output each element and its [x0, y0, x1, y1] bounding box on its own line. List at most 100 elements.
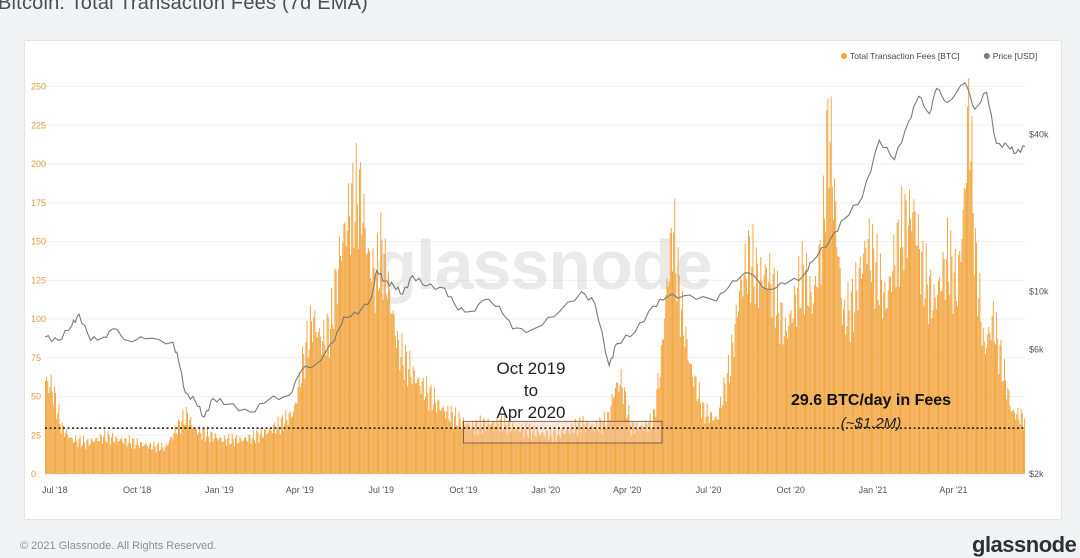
fee-bar	[68, 438, 70, 474]
fee-bar	[695, 376, 697, 474]
fee-bar	[77, 446, 79, 474]
fee-bar	[418, 377, 420, 474]
y-axis-left: 0 25 50 75 100 125 150 175 200 225 250	[31, 82, 46, 480]
fee-bar	[292, 416, 293, 474]
fee-bar	[260, 427, 262, 474]
fee-bar	[967, 106, 969, 474]
fee-bar	[763, 275, 765, 474]
fee-bar	[1019, 424, 1021, 474]
fee-bar	[501, 415, 502, 474]
fee-bar	[401, 332, 403, 474]
fee-bar	[932, 310, 934, 474]
fee-bar	[869, 270, 871, 474]
fee-bar	[802, 264, 804, 474]
fee-bar	[974, 228, 976, 474]
fee-bar	[676, 301, 678, 474]
fee-bar	[403, 379, 405, 474]
fee-bar	[238, 442, 240, 474]
fee-bar	[404, 344, 406, 474]
fee-bar	[180, 433, 182, 474]
fee-bar	[820, 284, 822, 474]
fee-bar	[723, 377, 725, 474]
fee-bar	[448, 419, 450, 474]
legend-dot	[841, 53, 847, 59]
fee-bar	[203, 428, 205, 474]
x-tick-label: Jul '18	[42, 485, 68, 495]
fee-bar	[102, 443, 103, 474]
fee-bar	[656, 389, 658, 474]
fee-bar	[706, 403, 708, 474]
y-tick-label: 0	[31, 469, 36, 479]
fee-bar	[349, 216, 350, 475]
fee-bar	[382, 299, 384, 474]
fee-bar	[294, 404, 296, 474]
fee-bar	[213, 438, 215, 474]
fee-bar	[142, 446, 144, 474]
fee-bar	[875, 262, 877, 474]
fee-bar	[972, 212, 974, 474]
fee-bar	[351, 183, 353, 475]
fee-bar	[939, 276, 941, 474]
fee-bar	[271, 433, 273, 474]
fee-bar	[745, 278, 747, 474]
fee-bar	[456, 425, 458, 474]
fee-bar	[250, 443, 252, 474]
fee-bar	[907, 225, 909, 474]
fee-bar	[138, 447, 140, 474]
fee-bar	[897, 219, 899, 474]
fee-bar	[335, 270, 337, 474]
fee-bar	[236, 435, 238, 474]
fee-bar	[395, 348, 397, 474]
fee-bar	[189, 419, 191, 474]
fee-bar	[962, 209, 964, 474]
fee-bar	[530, 428, 532, 474]
fee-bar	[574, 418, 576, 474]
fee-bar	[721, 408, 723, 474]
fee-bar	[194, 427, 196, 474]
fee-bar	[503, 429, 505, 474]
fee-bar	[827, 98, 829, 475]
fee-bar	[522, 427, 524, 474]
fee-bar	[953, 272, 955, 474]
fee-bar	[651, 426, 653, 474]
fee-bar	[825, 231, 827, 474]
fee-bar	[570, 427, 572, 474]
fee-bar	[585, 423, 587, 474]
fee-bar	[394, 335, 396, 474]
fee-bar	[987, 334, 989, 474]
fee-bar	[184, 425, 186, 474]
fee-bar	[100, 435, 102, 474]
x-tick-label: Apr '21	[939, 485, 967, 495]
fee-bar	[70, 436, 72, 474]
fee-bar	[86, 440, 88, 474]
fee-bar	[598, 432, 600, 474]
footer-logo[interactable]: glassnode	[972, 532, 1077, 557]
fee-bar	[436, 412, 438, 474]
fee-bar	[166, 445, 168, 474]
fee-bar	[915, 245, 917, 474]
fee-bar	[308, 349, 310, 474]
fee-bar	[322, 341, 324, 474]
watermark-logo: glassnode	[374, 226, 711, 304]
fee-bar	[660, 345, 662, 474]
fee-bar	[531, 440, 533, 474]
fee-bar	[807, 305, 809, 474]
fee-bar	[514, 430, 516, 474]
fee-bar	[534, 436, 536, 474]
fee-bar	[407, 386, 409, 474]
fee-bar	[835, 201, 837, 474]
fee-bar	[673, 232, 675, 474]
fee-bar	[307, 357, 309, 474]
fee-bar	[973, 275, 975, 474]
fee-bar	[561, 429, 563, 474]
fee-bar	[409, 350, 411, 474]
fee-bar	[170, 436, 172, 474]
fee-bar	[398, 339, 400, 474]
fee-bar	[121, 438, 122, 474]
fee-bar	[428, 410, 430, 474]
copyright-text: © 2021 Glassnode. All Rights Reserved.	[20, 540, 217, 552]
fee-bar	[267, 432, 269, 474]
fee-bar	[193, 427, 195, 474]
fee-bar	[362, 223, 364, 474]
fee-bar	[302, 346, 304, 474]
